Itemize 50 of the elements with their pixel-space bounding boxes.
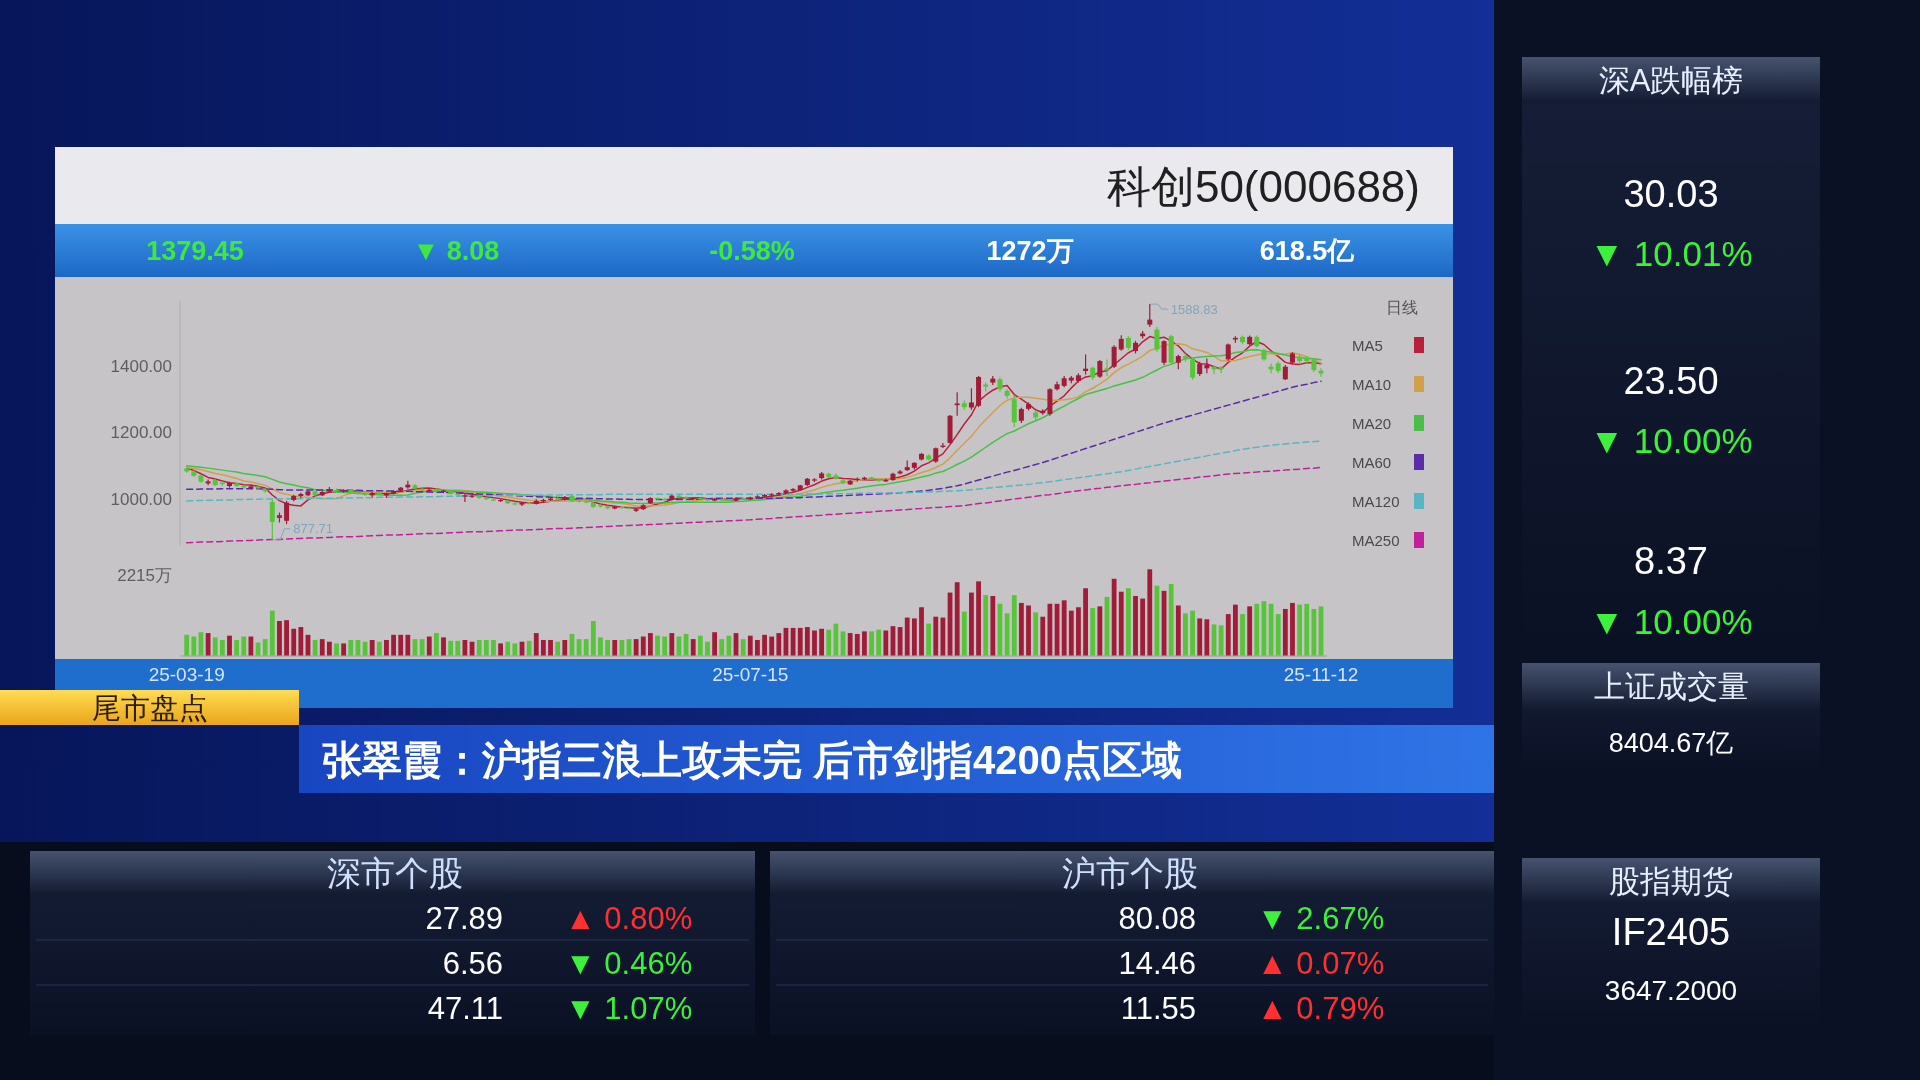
x-tick-label: 25-03-19 <box>148 663 225 685</box>
text: 8404.67亿 <box>1608 728 1734 758</box>
text: 47.11 <box>427 990 503 1026</box>
text: ▲ 0.79% <box>1257 990 1385 1026</box>
legend-label: MA20 <box>1352 414 1392 432</box>
text: ▼ 2.67% <box>1257 900 1385 936</box>
text: 27.89 <box>425 900 503 936</box>
text: 6.56 <box>442 945 503 981</box>
x-tick-label: 25-07-15 <box>712 663 789 685</box>
text: 23.50 <box>1623 360 1719 402</box>
text: ▼ 0.46% <box>565 945 693 981</box>
text: 上证成交量 <box>1593 668 1749 704</box>
text: ▼ 10.01% <box>1589 233 1753 273</box>
text: 14.46 <box>1118 945 1196 981</box>
text: 沪市个股 <box>1062 854 1198 892</box>
text: ▼ 8.08 <box>412 236 500 266</box>
text: 30.03 <box>1623 173 1719 215</box>
legend-label: MA60 <box>1352 453 1392 471</box>
legend-label: MA120 <box>1352 492 1400 510</box>
y-tick-label: 1200.00 <box>110 423 172 443</box>
legend-label: MA10 <box>1352 375 1392 393</box>
text: ▼ 1.07% <box>565 990 693 1026</box>
legend-label: MA250 <box>1352 531 1400 549</box>
text: 8.37 <box>1634 540 1708 582</box>
text: 1272万 <box>986 236 1074 266</box>
text: 深市个股 <box>327 854 463 892</box>
text: ▼ 10.00% <box>1589 601 1753 641</box>
text: 2215万 <box>117 565 172 585</box>
text: 3647.2000 <box>1604 974 1738 1006</box>
y-tick-label: 1000.00 <box>110 489 172 509</box>
text: ▼ 10.00% <box>1589 420 1753 460</box>
text: 80.08 <box>1118 900 1196 936</box>
annotation: 1588.83 <box>1170 301 1218 317</box>
annotation: 877.71 <box>293 521 334 537</box>
text: 11.55 <box>1120 990 1196 1026</box>
text: 张翠霞：沪指三浪上攻未完 后市剑指4200点区域 <box>322 738 1183 782</box>
text: 尾市盘点 <box>92 692 208 724</box>
chart-title: 科创50(000688) <box>1106 161 1420 211</box>
text: ▲ 0.80% <box>565 900 693 936</box>
text: 1379.45 <box>146 236 244 266</box>
text: 股指期货 <box>1609 863 1733 899</box>
text: 618.5亿 <box>1259 236 1356 266</box>
y-tick-label: 1400.00 <box>110 357 172 377</box>
text: -0.58% <box>709 236 795 266</box>
legend-label: MA5 <box>1352 336 1383 354</box>
text: IF2405 <box>1611 911 1731 953</box>
text: ▲ 0.07% <box>1257 945 1385 981</box>
x-tick-label: 25-11-12 <box>1283 663 1359 685</box>
legend-title: 日线 <box>1386 298 1418 316</box>
text: 深A跌幅榜 <box>1598 62 1744 98</box>
